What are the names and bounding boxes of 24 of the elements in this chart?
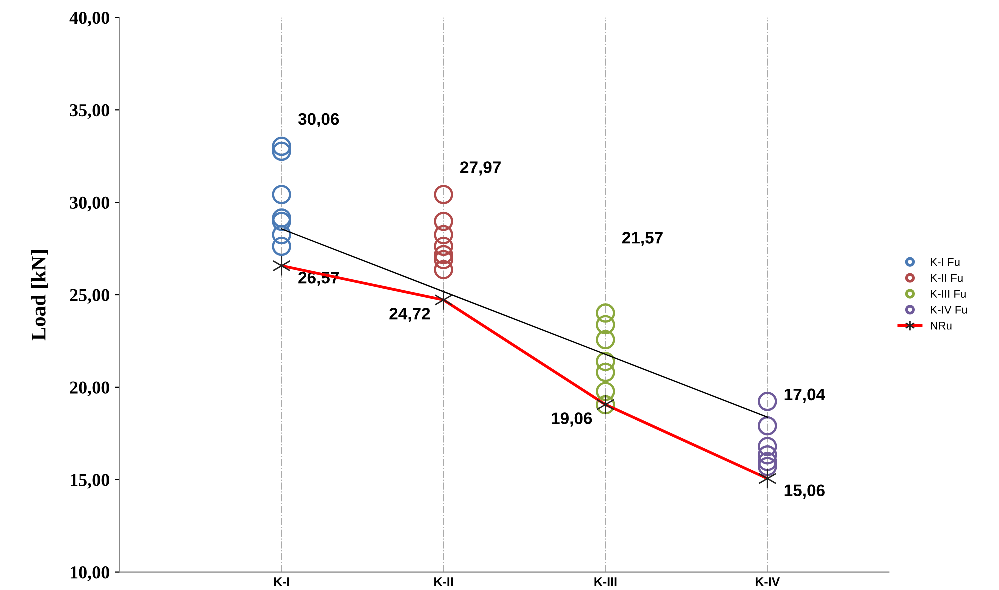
x-tick-label: K-IV	[756, 578, 780, 586]
x-tick-label: K-II	[434, 578, 453, 586]
legend-label: K-I Fu	[931, 258, 960, 266]
y-tick-label: 25,00	[70, 289, 110, 304]
y-axis-title: Load [kN]	[31, 250, 48, 341]
legend-label: NRu	[931, 322, 952, 330]
legend-label: K-IV Fu	[931, 306, 968, 314]
x-tick-label: K-I	[274, 578, 290, 586]
y-tick-label: 30,00	[70, 196, 110, 212]
y-tick-label: 35,00	[70, 104, 110, 120]
annotation: 30,06	[298, 113, 340, 128]
legend-label: K-II Fu	[931, 274, 963, 282]
data-label: 19,06	[552, 412, 592, 427]
annotation: 27,97	[460, 162, 501, 176]
y-tick-label: 40,00	[70, 12, 110, 27]
annotation: 17,04	[784, 388, 826, 404]
y-tick-label: 10,00	[70, 566, 110, 582]
legend-label: K-III Fu	[931, 290, 966, 298]
data-label: 15,06	[784, 484, 825, 499]
y-tick-label: 20,00	[70, 382, 110, 396]
annotation: 21,57	[622, 232, 663, 246]
x-tick-label: K-III	[594, 578, 617, 586]
data-label: 24,72	[390, 308, 430, 322]
y-tick-label: 15,00	[70, 474, 110, 489]
